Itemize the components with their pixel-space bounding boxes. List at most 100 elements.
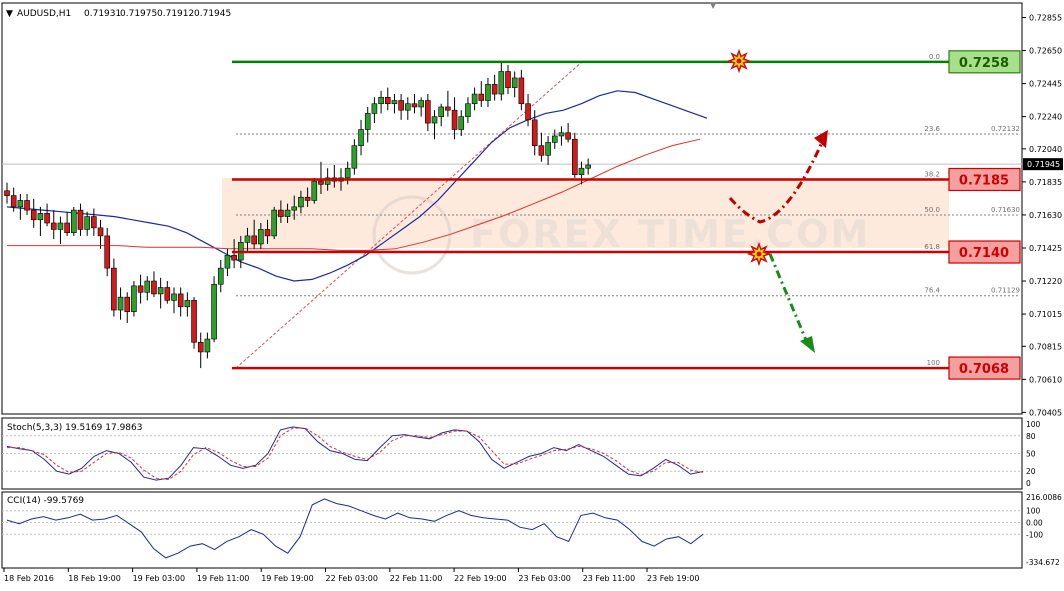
candle-bull xyxy=(84,216,90,230)
candle-bull xyxy=(171,293,177,301)
candle-bull xyxy=(184,300,191,308)
candle-bull xyxy=(351,145,358,169)
candle-bull xyxy=(117,296,124,311)
candle-bear xyxy=(304,196,311,201)
fib-value-label: 0.71129 xyxy=(991,287,1020,295)
candle-bear xyxy=(137,285,144,293)
cci-panel xyxy=(1,491,1023,569)
price-tick-label: 0.71630 xyxy=(1029,211,1062,220)
candle-bear xyxy=(50,222,57,230)
candle-bear xyxy=(64,222,70,233)
candle-bear xyxy=(124,296,131,312)
candle-bull xyxy=(485,84,491,101)
breakdown-burst-icon-core xyxy=(756,251,762,257)
candle-bull xyxy=(431,116,438,124)
candle-bear xyxy=(565,132,571,140)
fib-value-label: 0.71630 xyxy=(991,206,1020,214)
candle-bear xyxy=(10,195,17,208)
collapse-triangle-icon[interactable]: ▼ xyxy=(6,9,13,19)
green-drop-arrow xyxy=(768,253,808,341)
price-tick-label: 0.72040 xyxy=(1029,145,1062,154)
candle-bear xyxy=(505,71,511,88)
stoch-tick-label: 100 xyxy=(1026,420,1041,429)
candle-bear xyxy=(491,84,498,95)
header-close: 0.71945 xyxy=(194,9,231,19)
time-tick-label: 19 Feb 11:00 xyxy=(197,574,249,583)
time-tick-label: 18 Feb 19:00 xyxy=(68,574,120,583)
candle-bear xyxy=(30,209,37,221)
candle-bear xyxy=(111,267,117,311)
candle-bull xyxy=(558,132,565,137)
candle-bull xyxy=(404,103,411,111)
candle-bear xyxy=(318,180,324,185)
stoch-tick-label: 20 xyxy=(1026,467,1036,476)
fib-level-label: 61.8 xyxy=(924,243,940,251)
shift-marker-icon[interactable]: ▼ xyxy=(710,1,717,10)
candle-bear xyxy=(151,280,157,295)
candle-bull xyxy=(364,113,371,130)
candle-bear xyxy=(264,229,271,237)
candle-bull xyxy=(258,229,264,245)
time-tick-label: 22 Feb 19:00 xyxy=(454,574,506,583)
candle-bull xyxy=(217,267,224,285)
price-level-label: 0.7140 xyxy=(959,246,1009,261)
candle-bull xyxy=(578,167,585,175)
moving-average-red xyxy=(7,138,701,251)
cci-line xyxy=(6,498,704,559)
price-tick-label: 0.72650 xyxy=(1029,47,1062,56)
price-tick-label: 0.71015 xyxy=(1029,310,1062,319)
time-tick-label: 18 Feb 2016 xyxy=(4,574,54,583)
support-zone-band xyxy=(222,178,949,248)
candle-bull xyxy=(511,77,518,88)
candle-bear xyxy=(44,213,50,224)
candle-bear xyxy=(191,300,197,343)
candle-bull xyxy=(298,196,304,208)
fib-level-label: 50.0 xyxy=(924,206,940,214)
candle-bear xyxy=(451,109,458,130)
candle-bull xyxy=(391,100,398,105)
price-tick-label: 0.72445 xyxy=(1029,80,1062,89)
price-level-label: 0.7068 xyxy=(959,362,1009,377)
price-level-box xyxy=(948,167,1021,192)
moving-average-blue xyxy=(6,90,708,282)
cci-tick-label: 216.0086 xyxy=(1026,493,1062,502)
header-symbol: AUDUSD,H1 xyxy=(17,9,71,19)
stoch-label: Stoch(5,3,3) 19.5169 17.9863 xyxy=(7,423,142,433)
candle-bear xyxy=(411,103,418,108)
candle-bull xyxy=(371,103,378,114)
candle-bull xyxy=(545,142,551,156)
price-tick-label: 0.72855 xyxy=(1029,14,1062,23)
candle-bear xyxy=(197,341,204,353)
candle-bull xyxy=(551,135,558,143)
candle-bear xyxy=(251,235,257,245)
price-tick-label: 0.71835 xyxy=(1029,178,1062,187)
time-tick-label: 19 Feb 03:00 xyxy=(133,574,185,583)
candle-bull xyxy=(438,106,445,117)
time-tick-label: 22 Feb 03:00 xyxy=(326,574,378,583)
candle-bear xyxy=(384,96,391,105)
candle-bull xyxy=(458,116,465,130)
candle-bull xyxy=(324,177,331,185)
stoch-main-line xyxy=(6,426,704,481)
candle-bull xyxy=(344,167,351,179)
candle-bull xyxy=(284,209,291,217)
candle-bull xyxy=(144,280,151,293)
cci-label: CCI(14) -99.5769 xyxy=(7,496,84,506)
candle-bull xyxy=(211,283,217,340)
price-tick-label: 0.70815 xyxy=(1029,342,1062,351)
cci-tick-label: -334.672 xyxy=(1026,558,1060,567)
stoch-tick-label: 50 xyxy=(1026,450,1036,459)
price-tick-label: 0.70610 xyxy=(1029,375,1062,384)
price-level-label: 0.7185 xyxy=(959,173,1009,188)
header-high: 0.71975 xyxy=(120,9,157,19)
header-low: 0.71912 xyxy=(157,9,194,19)
candle-bear xyxy=(518,77,525,105)
candle-bull xyxy=(291,206,298,211)
price-level-box xyxy=(948,50,1021,74)
candle-bull xyxy=(131,285,137,312)
price-tick-label: 0.72240 xyxy=(1029,113,1062,122)
breakout-burst-icon-core xyxy=(736,58,742,64)
time-tick-label: 23 Feb 03:00 xyxy=(518,574,570,583)
fib-level-label: 23.6 xyxy=(924,125,940,133)
price-tick-label: 0.71220 xyxy=(1029,277,1062,286)
